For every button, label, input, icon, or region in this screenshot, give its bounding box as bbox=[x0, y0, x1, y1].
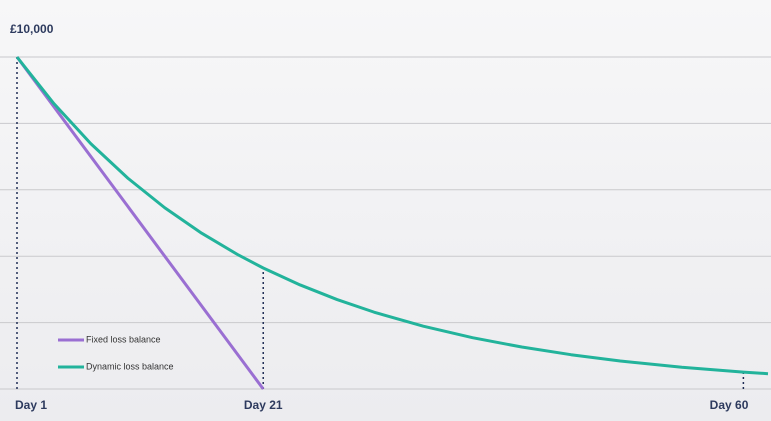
legend-label: Dynamic loss balance bbox=[86, 361, 174, 371]
x-tick-label: Day 21 bbox=[244, 398, 283, 412]
series-line bbox=[15, 56, 265, 390]
y-tick-label: £10,000 bbox=[10, 22, 54, 36]
x-tick-label: Day 60 bbox=[710, 398, 749, 412]
x-tick-label: Day 1 bbox=[15, 398, 47, 412]
series-line bbox=[15, 56, 769, 376]
legend-label: Fixed loss balance bbox=[86, 334, 161, 344]
